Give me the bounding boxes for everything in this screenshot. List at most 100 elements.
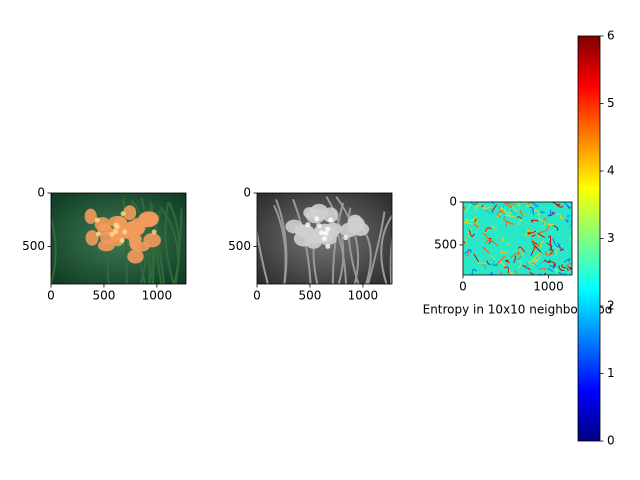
entropy-texture (522, 202, 530, 205)
entropy-texture (470, 227, 473, 231)
entropy-texture (556, 213, 559, 216)
entropy-texture (503, 202, 512, 208)
entropy-texture (492, 225, 498, 231)
entropy-texture (546, 223, 555, 226)
entropy-texture (528, 261, 536, 266)
entropy-texture (491, 202, 495, 205)
entropy-texture (513, 255, 516, 264)
entropy-texture (559, 215, 565, 219)
flower (130, 217, 146, 232)
flower-center (314, 216, 320, 222)
entropy-texture (542, 217, 547, 226)
leaf (273, 205, 287, 284)
entropy-texture (531, 219, 539, 223)
entropy-texture (483, 232, 490, 240)
x-tick-label: 1000 (142, 289, 173, 303)
entropy-texture (464, 218, 473, 222)
entropy-texture (500, 249, 507, 254)
entropy-texture (516, 216, 523, 219)
entropy-texture (529, 272, 534, 275)
entropy-texture (463, 210, 464, 212)
flower-center (325, 226, 331, 232)
entropy-texture (506, 202, 515, 207)
entropy-texture (558, 265, 565, 272)
flower (97, 239, 115, 252)
entropy-texture (563, 202, 571, 210)
entropy-texture (465, 237, 468, 245)
y-tick-label: 0 (243, 186, 251, 200)
entropy-texture (473, 223, 479, 228)
flower-center (319, 230, 325, 236)
flower-center (305, 222, 311, 228)
entropy-texture (545, 251, 556, 256)
entropy-texture (485, 239, 493, 244)
leaf (122, 198, 128, 284)
entropy-texture (518, 260, 523, 269)
colorbar-tick-label: 1 (607, 366, 615, 380)
entropy-texture (566, 262, 572, 268)
axes-frame (256, 192, 393, 285)
entropy-texture (510, 251, 520, 259)
entropy-texture (506, 243, 511, 246)
entropy-texture (505, 214, 515, 218)
entropy-texture (531, 261, 541, 270)
entropy-texture (482, 205, 492, 210)
entropy-texture (543, 259, 551, 263)
entropy-texture (492, 264, 498, 266)
entropy-texture (532, 243, 542, 254)
x-tick-label: 0 (253, 289, 261, 303)
entropy-texture (486, 260, 491, 266)
entropy-texture (491, 240, 499, 247)
flower (340, 222, 358, 238)
flower-center (94, 217, 100, 223)
flower (84, 208, 97, 225)
entropy-texture (558, 271, 563, 275)
entropy-texture (514, 270, 518, 274)
entropy-texture (530, 245, 536, 256)
flower-center (343, 235, 349, 241)
flower-center (321, 236, 327, 242)
axes-frame (462, 201, 573, 276)
x-tick-label: 1000 (533, 280, 564, 294)
entropy-texture (474, 205, 481, 211)
image (51, 193, 186, 284)
flower-center (323, 230, 329, 236)
entropy-texture (561, 264, 567, 269)
image-background (463, 202, 572, 275)
entropy-texture (505, 259, 510, 264)
flower-center (95, 231, 101, 237)
entropy-texture (559, 248, 564, 252)
entropy-texture (538, 224, 549, 234)
entropy-texture (497, 209, 503, 218)
flower-center (120, 211, 126, 217)
entropy-texture (531, 255, 541, 261)
entropy-texture (538, 212, 542, 220)
x-tick-label: 500 (298, 289, 321, 303)
entropy-texture (503, 266, 509, 274)
entropy-texture (466, 230, 472, 237)
flower-center (325, 243, 331, 249)
entropy-texture (508, 211, 513, 217)
entropy-texture (477, 262, 487, 264)
entropy-texture (555, 268, 559, 274)
entropy-texture (555, 250, 558, 256)
colorbar-tick-label: 6 (607, 29, 615, 43)
entropy-texture (473, 216, 478, 222)
colorbar-tick-label: 2 (607, 299, 615, 313)
entropy-texture (550, 211, 555, 217)
leaf (380, 214, 392, 284)
entropy-texture (536, 273, 542, 275)
entropy-texture (532, 242, 542, 250)
entropy-texture (517, 256, 522, 261)
flower-center (122, 229, 128, 235)
entropy-texture (518, 202, 521, 207)
entropy-texture (471, 268, 477, 275)
entropy-texture (463, 206, 466, 211)
entropy-texture (518, 246, 526, 253)
x-tick-label: 0 (47, 289, 55, 303)
entropy-texture (554, 246, 560, 250)
x-tick-label: 0 (459, 280, 467, 294)
entropy-texture (557, 242, 562, 250)
image (463, 202, 572, 275)
entropy-texture (474, 218, 478, 223)
